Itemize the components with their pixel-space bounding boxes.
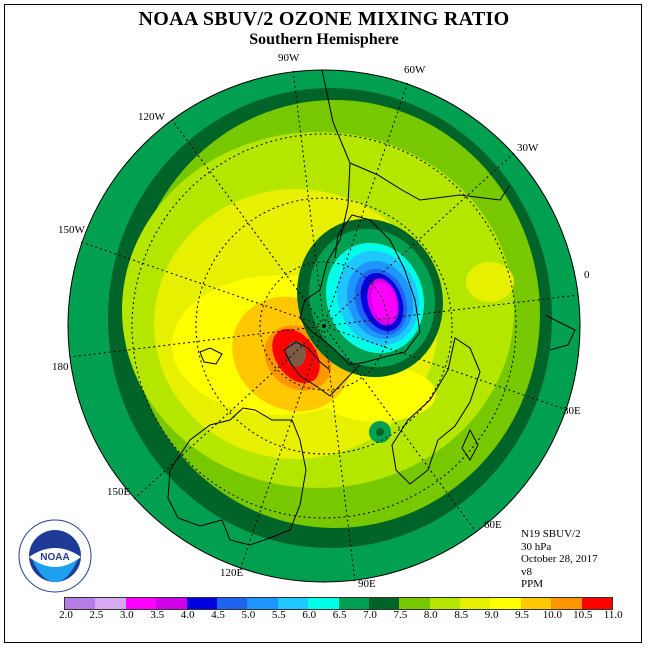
colorbar-segment [520,598,552,609]
colorbar-tick-label: 8.0 [423,609,438,621]
info-date: October 28, 2017 [521,553,598,565]
noaa-logo-text: NOAA [40,552,69,563]
colorbar-segment [551,598,582,609]
lon-label-90w: 90W [278,52,300,64]
colorbar-tick-label: 9.5 [515,609,529,621]
map-subtitle: Southern Hemisphere [249,31,399,48]
colorbar-segment [399,598,430,609]
colorbar-segment [156,598,187,609]
colorbar-tick-label: 2.5 [89,609,104,621]
lon-label-60w: 60W [404,64,426,76]
colorbar-tick-label: 10.0 [542,609,563,621]
colorbar-segment [247,598,278,609]
noaa-logo: NOAA [18,519,92,593]
colorbar-segment [308,598,339,609]
colorbar-ticks: 2.0 2.5 3.0 3.5 4.0 4.5 5.0 5.5 6.0 6.5 7.0 7.5 8.0 8… [0,609,648,623]
lon-label-30e: 30E [563,405,581,417]
colorbar [64,597,614,610]
colorbar-segment [581,598,613,609]
info-units: PPM [521,578,544,590]
colorbar-tick-label: 6.0 [302,609,317,621]
colorbar-segment [95,598,126,609]
info-satellite: N19 SBUV/2 [521,528,581,540]
colorbar-segment [186,598,217,609]
info-version: v8 [521,565,532,578]
lon-label-0: 0 [584,269,590,281]
coastlines [167,69,576,546]
colorbar-tick-label: 4.0 [180,609,195,621]
lon-label-60e: 60E [484,519,502,531]
lon-label-150e: 150E [107,486,131,498]
colorbar-segment [368,598,400,609]
colorbar-tick-label: 10.5 [573,609,593,621]
colorbar-tick-label: 2.0 [59,609,73,621]
lon-label-120w: 120W [138,111,166,123]
lon-label-90e: 90E [358,578,376,590]
colorbar-tick-label: 3.0 [119,609,134,621]
info-panel: N19 SBUV/2 30 hPa October 28, 2017 v8 PP… [521,528,598,591]
colorbar-tick-label: 6.5 [332,609,347,621]
colorbar-segment [216,598,248,609]
colorbar-tick-label: 9.0 [484,609,499,621]
colorbar-tick-label: 7.5 [393,609,408,621]
colorbar-segment [338,598,369,609]
colorbar-tick-label: 5.5 [271,609,286,621]
lon-label-30w: 30W [517,142,539,154]
colorbar-tick-label: 7.0 [363,609,377,621]
info-level: 30 hPa [521,540,552,553]
colorbar-tick-label: 11.0 [603,609,623,621]
map-boundary [67,69,581,583]
colorbar-segment [490,598,521,609]
ozone-field [68,70,580,582]
map-title: NOAA SBUV/2 OZONE MIXING RATIO [138,8,510,30]
lon-label-120e: 120E [220,567,244,579]
colorbar-segment [277,598,309,609]
colorbar-segment [65,598,96,609]
longitude-labels: 90W 60W 30W 0 30E 60E 90E 120E 150E 180 … [52,52,590,590]
image-frame [4,4,642,643]
lon-label-180: 180 [52,361,69,373]
colorbar-segment [125,598,157,609]
colorbar-tick-label: 3.5 [150,609,165,621]
colorbar-tick-label: 8.5 [454,609,469,621]
lon-label-150w: 150W [58,224,86,236]
colorbar-tick-label: 4.5 [211,609,225,621]
colorbar-segment [429,598,461,609]
graticule [69,69,579,583]
colorbar-tick-label: 5.0 [241,609,256,621]
colorbar-segment [460,598,491,609]
